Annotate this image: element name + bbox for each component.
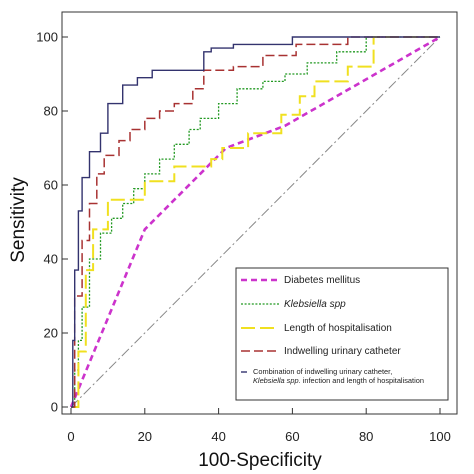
series-line-2 <box>71 36 440 408</box>
series-line-1 <box>71 36 440 408</box>
x-tick-label: 80 <box>359 429 373 444</box>
legend-label-4-line2: Klebsiella spp. infection and length of … <box>253 376 424 385</box>
y-tick-label: 100 <box>36 30 58 45</box>
y-axis-title: Sensitivity <box>8 177 29 263</box>
x-tick-label: 60 <box>285 429 299 444</box>
y-tick-label: 60 <box>44 178 58 193</box>
series-line-4 <box>71 36 440 408</box>
x-tick-label: 40 <box>211 429 225 444</box>
y-tick-label: 80 <box>44 104 58 119</box>
legend-label-1: Klebsiella spp <box>284 299 346 310</box>
reference-line-layer <box>70 36 441 408</box>
x-tick-label: 20 <box>138 429 152 444</box>
legend-entries: Diabetes mellitus Klebsiella spp Length of… <box>241 275 424 385</box>
x-ticks: 0 20 40 60 80 100 <box>67 408 451 444</box>
legend-label-3: Indwelling urinary catheter <box>284 346 401 357</box>
y-tick-label: 0 <box>51 400 58 415</box>
y-ticks: 0 20 40 60 80 100 <box>36 30 68 415</box>
x-tick-label: 0 <box>67 429 74 444</box>
y-tick-label: 40 <box>44 252 58 267</box>
legend: Diabetes mellitus Klebsiella spp Length of… <box>235 267 449 401</box>
series-layer <box>69 35 441 408</box>
legend-box <box>235 267 449 401</box>
legend-label-0: Diabetes mellitus <box>284 275 360 286</box>
x-axis-title: 100-Specificity <box>198 450 322 471</box>
series-line-3 <box>71 36 440 408</box>
y-tick-label: 20 <box>44 326 58 341</box>
legend-label-4: Combination of indwelling urinary cathet… <box>253 367 392 376</box>
legend-label-2: Length of hospitalisation <box>284 323 392 334</box>
reference-diagonal-line <box>70 36 441 408</box>
x-tick-label: 100 <box>429 429 451 444</box>
